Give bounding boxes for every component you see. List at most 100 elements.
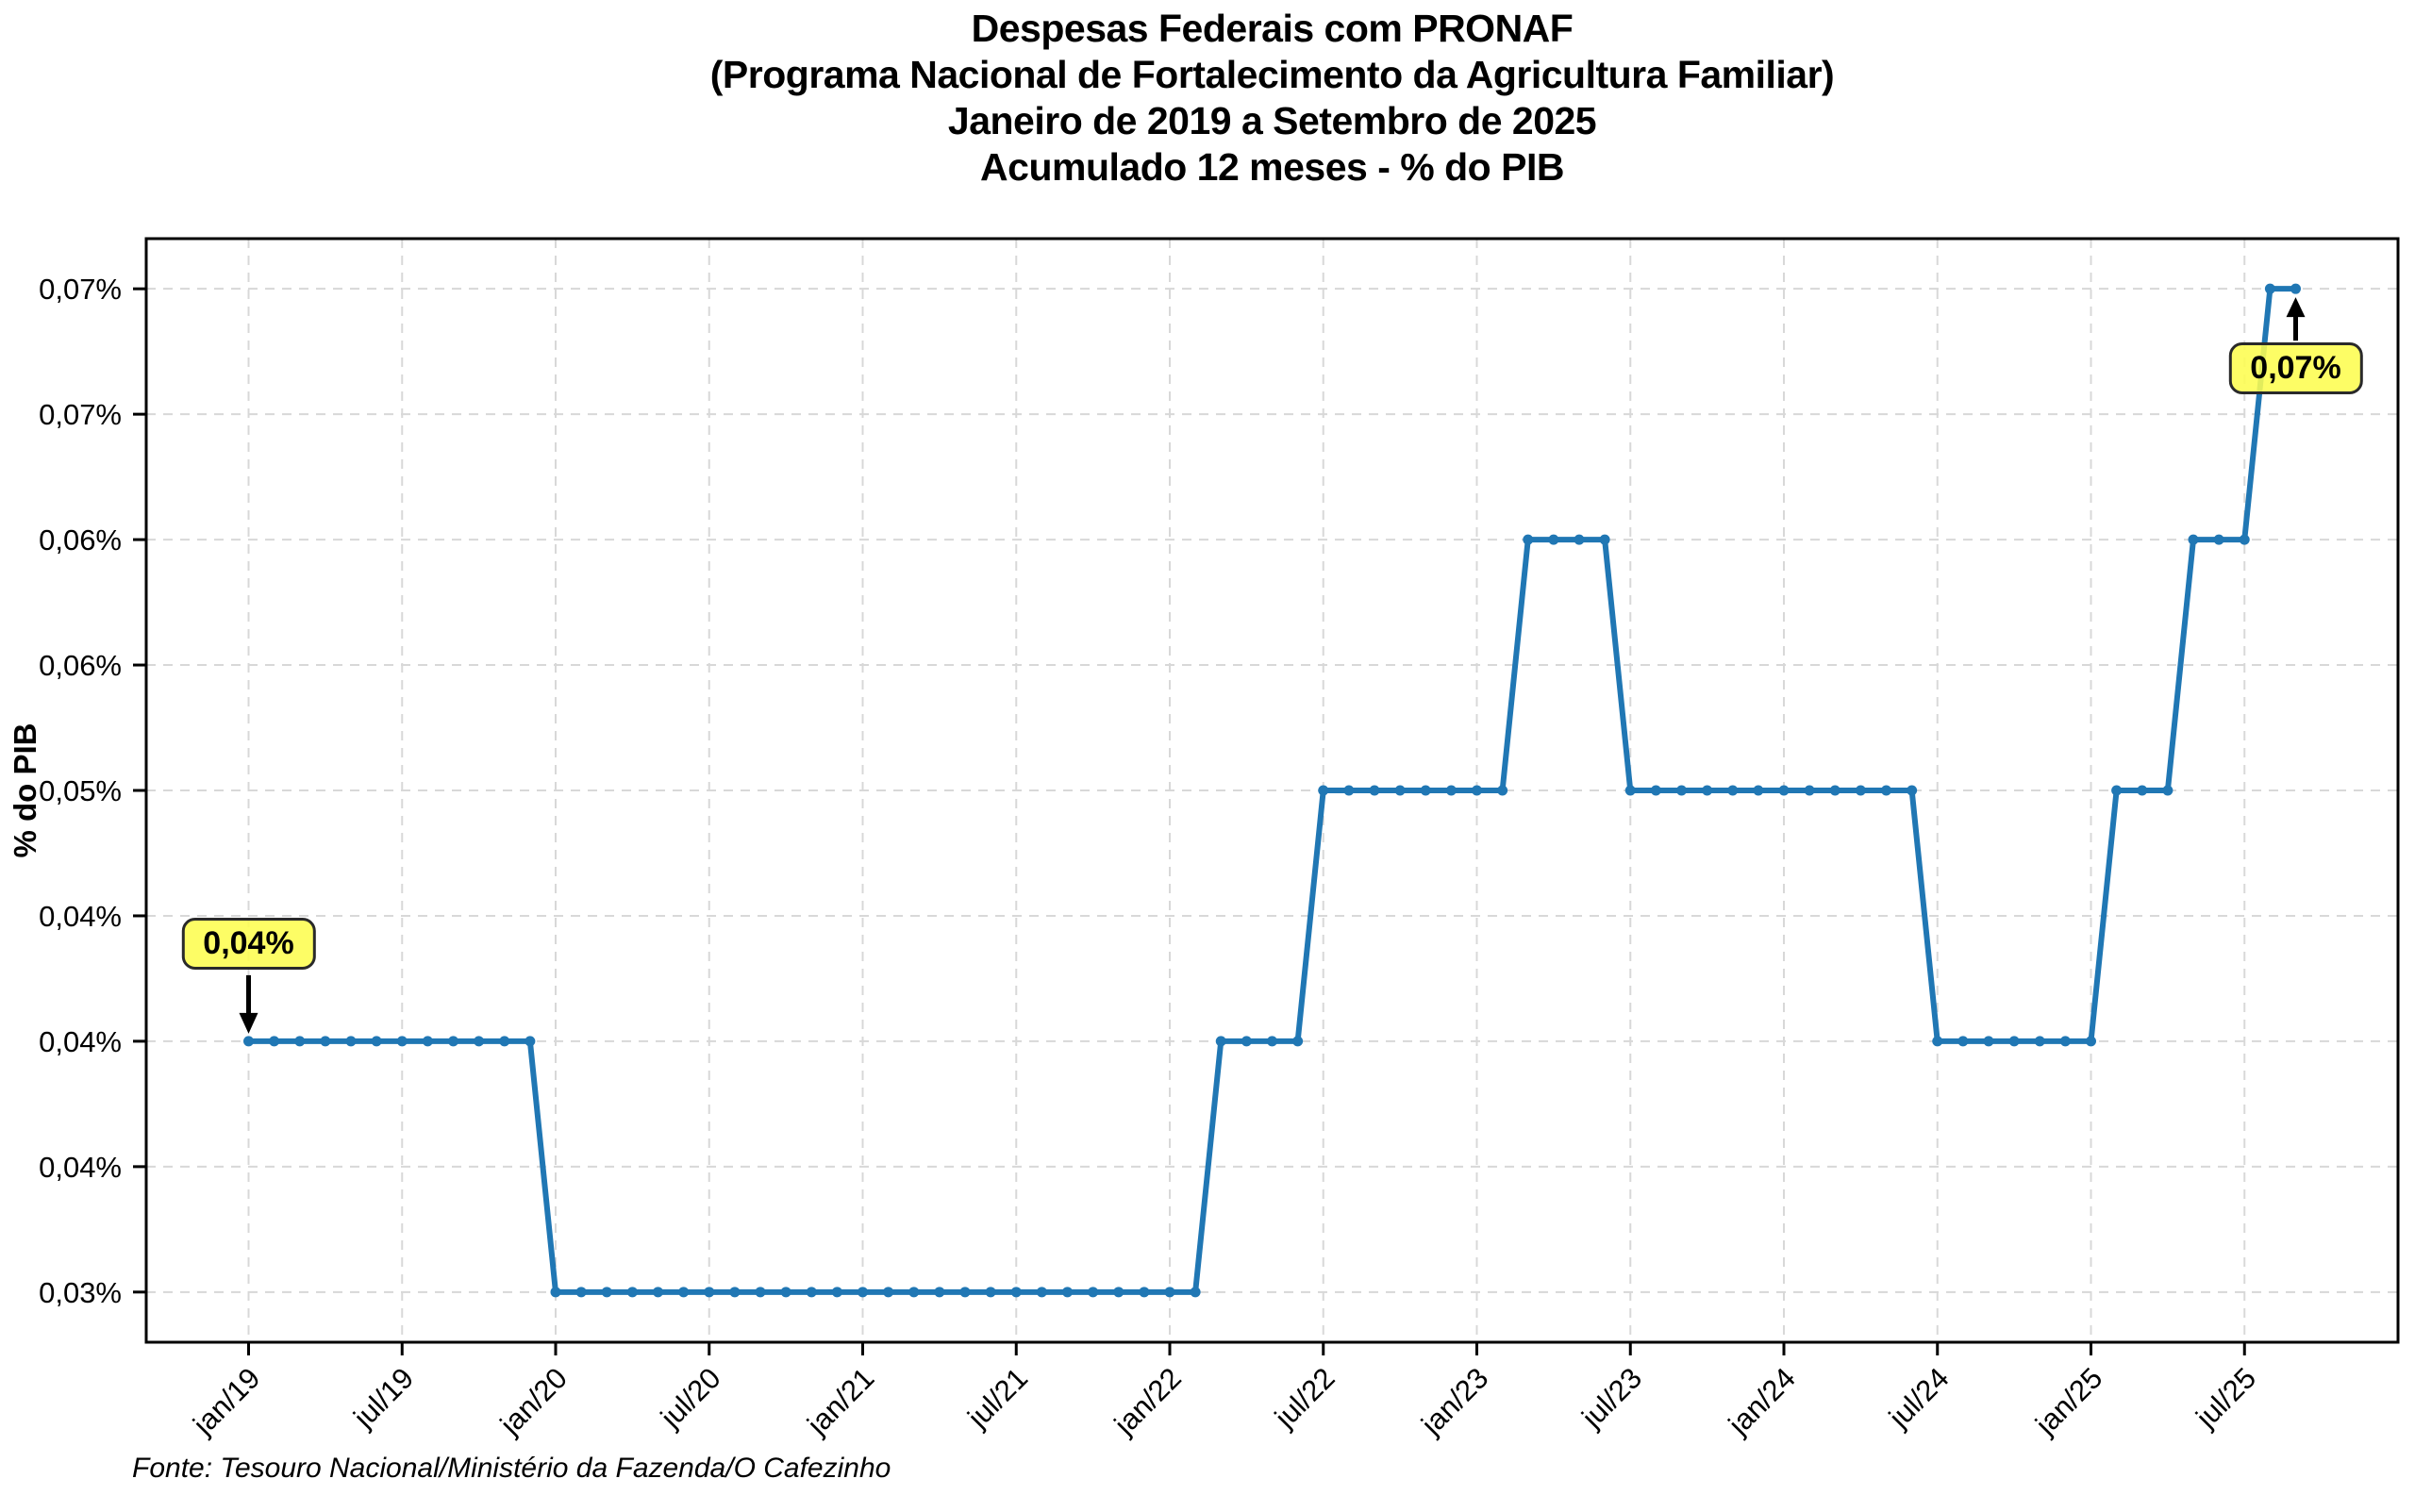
data-point: [1624, 785, 1636, 796]
data-point: [2008, 1036, 2020, 1047]
data-point: [550, 1287, 561, 1298]
annotation-arrowhead-down: [239, 1012, 258, 1034]
data-point: [1472, 785, 1482, 796]
x-tick-label: jan/21: [800, 1361, 880, 1441]
x-tick-label: jul/23: [1574, 1361, 1648, 1435]
data-point: [1241, 1036, 1252, 1047]
data-point: [1139, 1287, 1150, 1298]
data-point: [2137, 785, 2148, 796]
data-point: [1574, 534, 1585, 545]
data-point: [908, 1287, 920, 1298]
y-tick-label: 0,07%: [39, 398, 122, 431]
data-point: [858, 1287, 868, 1298]
y-axis-label: % do PIB: [8, 723, 42, 857]
data-point: [1599, 534, 1610, 545]
data-point: [653, 1287, 663, 1298]
data-point: [1010, 1287, 1022, 1298]
data-point: [448, 1036, 458, 1047]
data-point: [2059, 1036, 2071, 1047]
data-point: [2264, 283, 2275, 294]
data-point: [1804, 785, 1815, 796]
data-point: [1548, 534, 1559, 545]
data-point: [806, 1287, 817, 1298]
data-point: [371, 1036, 382, 1047]
data-point: [2034, 1036, 2045, 1047]
data-point: [1215, 1036, 1226, 1047]
data-point: [2290, 283, 2301, 294]
data-point: [1650, 785, 1661, 796]
data-point: [729, 1287, 741, 1298]
x-tick-label: jan/23: [1414, 1361, 1494, 1441]
data-point: [2111, 785, 2123, 796]
data-point: [831, 1287, 842, 1298]
x-tick-label: jul/20: [654, 1361, 727, 1435]
chart-title-line-4: Acumulado 12 meses - % do PIB: [980, 145, 1564, 189]
data-point: [474, 1036, 485, 1047]
data-point: [1523, 534, 1534, 545]
data-point: [1164, 1287, 1175, 1298]
data-point: [1881, 785, 1891, 796]
chart-title: Despesas Federais com PRONAF (Programa N…: [146, 6, 2398, 191]
data-point: [1420, 785, 1431, 796]
x-tick-label: jul/24: [1882, 1361, 1956, 1435]
data-point: [2162, 785, 2174, 796]
data-point: [678, 1287, 690, 1298]
data-point: [1778, 785, 1790, 796]
y-tick-label: 0,05%: [39, 774, 122, 807]
y-tick-label: 0,06%: [39, 649, 122, 682]
data-point: [1113, 1287, 1124, 1298]
chart-title-line-2: (Programa Nacional de Fortalecimento da …: [709, 53, 1835, 96]
data-point: [1753, 785, 1764, 796]
data-point: [755, 1287, 766, 1298]
data-point: [1957, 1036, 1969, 1047]
chart-title-line-3: Janeiro de 2019 a Setembro de 2025: [947, 99, 1597, 142]
data-point: [2213, 534, 2224, 545]
chart-title-line-1: Despesas Federais com PRONAF: [971, 7, 1574, 50]
data-point: [959, 1287, 971, 1298]
data-point: [269, 1036, 280, 1047]
x-tick-label: jul/25: [2189, 1361, 2262, 1435]
data-point: [396, 1036, 408, 1047]
data-point: [422, 1036, 433, 1047]
data-point: [1932, 1036, 1943, 1047]
data-point: [1497, 785, 1508, 796]
data-point: [345, 1036, 357, 1047]
data-point: [985, 1287, 996, 1298]
annotation-first-value: 0,04%: [181, 917, 316, 970]
data-point: [2188, 534, 2199, 545]
data-point: [1829, 785, 1840, 796]
data-point: [294, 1036, 306, 1047]
data-point: [575, 1287, 587, 1298]
data-point: [243, 1036, 254, 1047]
source-note: Fonte: Tesouro Nacional/Ministério da Fa…: [132, 1453, 891, 1484]
annotation-arrowhead-up: [2286, 297, 2306, 318]
data-point: [1855, 785, 1866, 796]
data-point: [1983, 1036, 1994, 1047]
data-point: [1907, 785, 1918, 796]
data-point: [1343, 785, 1355, 796]
x-tick-label: jul/22: [1268, 1361, 1341, 1435]
data-point: [1062, 1287, 1073, 1298]
x-tick-label: jan/20: [493, 1361, 574, 1441]
data-point: [1190, 1287, 1201, 1298]
data-point: [1394, 785, 1406, 796]
data-point: [2239, 534, 2250, 545]
data-point: [1292, 1036, 1304, 1047]
data-point: [499, 1036, 510, 1047]
data-point: [2086, 1036, 2096, 1047]
data-point: [1702, 785, 1713, 796]
y-tick-label: 0,07%: [39, 273, 122, 306]
data-point: [525, 1036, 536, 1047]
data-point: [626, 1287, 638, 1298]
x-tick-label: jan/19: [186, 1361, 266, 1441]
x-tick-label: jan/24: [1722, 1361, 1802, 1441]
data-point: [780, 1287, 791, 1298]
x-tick-label: jul/21: [960, 1361, 1034, 1435]
x-tick-label: jan/22: [1108, 1361, 1188, 1441]
data-point: [934, 1287, 945, 1298]
y-tick-label: 0,04%: [39, 1151, 122, 1184]
data-point: [320, 1036, 331, 1047]
data-point: [1267, 1036, 1277, 1047]
